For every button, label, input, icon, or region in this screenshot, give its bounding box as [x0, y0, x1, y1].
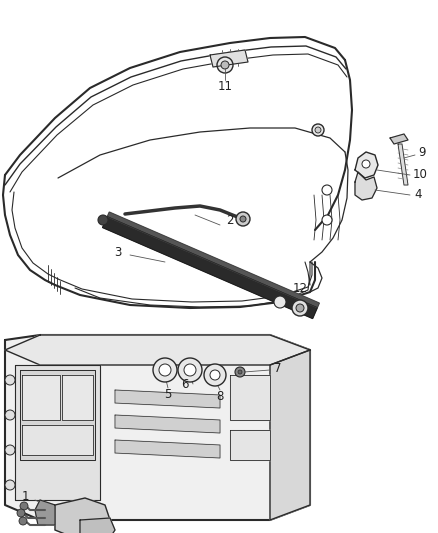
Circle shape — [153, 358, 177, 382]
Circle shape — [322, 185, 332, 195]
Polygon shape — [230, 375, 270, 420]
Polygon shape — [22, 425, 93, 455]
Polygon shape — [270, 350, 310, 520]
Circle shape — [274, 296, 286, 308]
Polygon shape — [115, 415, 220, 433]
Circle shape — [159, 364, 171, 376]
Circle shape — [210, 370, 220, 380]
Circle shape — [322, 215, 332, 225]
Text: 9: 9 — [418, 147, 426, 159]
Circle shape — [292, 300, 308, 316]
Circle shape — [98, 215, 108, 225]
Circle shape — [178, 358, 202, 382]
Text: 1: 1 — [21, 490, 29, 504]
Polygon shape — [115, 440, 220, 458]
Circle shape — [240, 216, 246, 222]
Circle shape — [184, 364, 196, 376]
Circle shape — [296, 304, 304, 312]
Text: 6: 6 — [181, 378, 189, 392]
Circle shape — [235, 367, 245, 377]
Circle shape — [315, 127, 321, 133]
Text: 5: 5 — [164, 387, 172, 400]
Text: 4: 4 — [414, 189, 422, 201]
Text: 2: 2 — [226, 214, 234, 227]
Polygon shape — [210, 50, 248, 67]
Polygon shape — [355, 172, 377, 200]
Polygon shape — [80, 518, 115, 533]
Polygon shape — [35, 500, 55, 525]
Circle shape — [204, 364, 226, 386]
Circle shape — [217, 57, 233, 73]
Polygon shape — [62, 375, 93, 420]
Text: 7: 7 — [274, 361, 282, 375]
Circle shape — [238, 370, 242, 374]
Circle shape — [236, 212, 250, 226]
Text: 12: 12 — [293, 281, 307, 295]
Polygon shape — [107, 212, 319, 308]
Circle shape — [5, 375, 15, 385]
Polygon shape — [5, 335, 310, 520]
Text: 11: 11 — [218, 80, 233, 93]
Polygon shape — [115, 390, 220, 408]
Text: 3: 3 — [114, 246, 122, 260]
Text: 10: 10 — [413, 168, 427, 182]
Circle shape — [5, 445, 15, 455]
Polygon shape — [22, 375, 60, 420]
Polygon shape — [102, 216, 318, 319]
Polygon shape — [5, 335, 310, 365]
Polygon shape — [355, 152, 378, 178]
Circle shape — [19, 517, 27, 525]
Circle shape — [5, 480, 15, 490]
Polygon shape — [230, 430, 270, 460]
Circle shape — [20, 502, 28, 510]
Polygon shape — [55, 498, 110, 533]
Circle shape — [17, 509, 25, 517]
Circle shape — [312, 124, 324, 136]
Circle shape — [5, 410, 15, 420]
Circle shape — [221, 61, 229, 69]
Polygon shape — [390, 134, 408, 144]
Polygon shape — [398, 144, 408, 185]
Polygon shape — [15, 365, 100, 500]
Text: 8: 8 — [216, 390, 224, 402]
Polygon shape — [20, 370, 95, 460]
Circle shape — [362, 160, 370, 168]
